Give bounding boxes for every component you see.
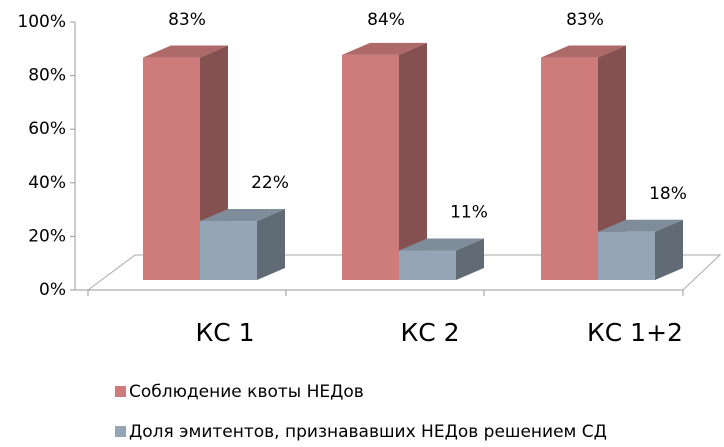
bar-side: [598, 45, 626, 281]
bar: [399, 250, 456, 280]
bar-top: [541, 45, 626, 58]
legend-swatch: [115, 426, 126, 437]
data-label: 22%: [251, 173, 289, 193]
bar-side: [456, 238, 484, 280]
x-tick-label: КС 1+2: [587, 318, 683, 347]
x-tick-label: КС 1: [195, 318, 254, 347]
y-tick-label: 40%: [28, 173, 66, 193]
legend-swatch: [115, 386, 126, 397]
bar: [598, 231, 655, 280]
data-label: 11%: [450, 203, 488, 223]
x-tick-label: КС 2: [400, 318, 459, 347]
y-tick-label: 60%: [28, 119, 66, 139]
bar: [143, 57, 200, 281]
y-tick-label: 0%: [39, 280, 66, 300]
y-tick-label: 80%: [28, 66, 66, 86]
bar: [200, 221, 257, 280]
y-tick-label: 100%: [17, 12, 66, 32]
bar-side: [655, 219, 683, 280]
y-tick-label: 20%: [28, 226, 66, 246]
data-label: 83%: [566, 10, 604, 30]
bar: [342, 54, 399, 280]
bar-top: [598, 219, 683, 232]
bar-side: [257, 209, 285, 280]
legend-label: Доля эмитентов, признававших НЕДов решен…: [129, 422, 607, 442]
data-label: 18%: [649, 184, 687, 204]
legend-label: Соблюдение квоты НЕДов: [129, 382, 364, 402]
bar-side: [399, 42, 427, 280]
bar-top: [143, 45, 228, 58]
data-label: 83%: [168, 10, 206, 30]
bar-top: [399, 238, 484, 251]
bar: [541, 57, 598, 281]
bar-top: [342, 42, 427, 55]
data-label: 84%: [367, 10, 405, 30]
bar-top: [200, 209, 285, 222]
